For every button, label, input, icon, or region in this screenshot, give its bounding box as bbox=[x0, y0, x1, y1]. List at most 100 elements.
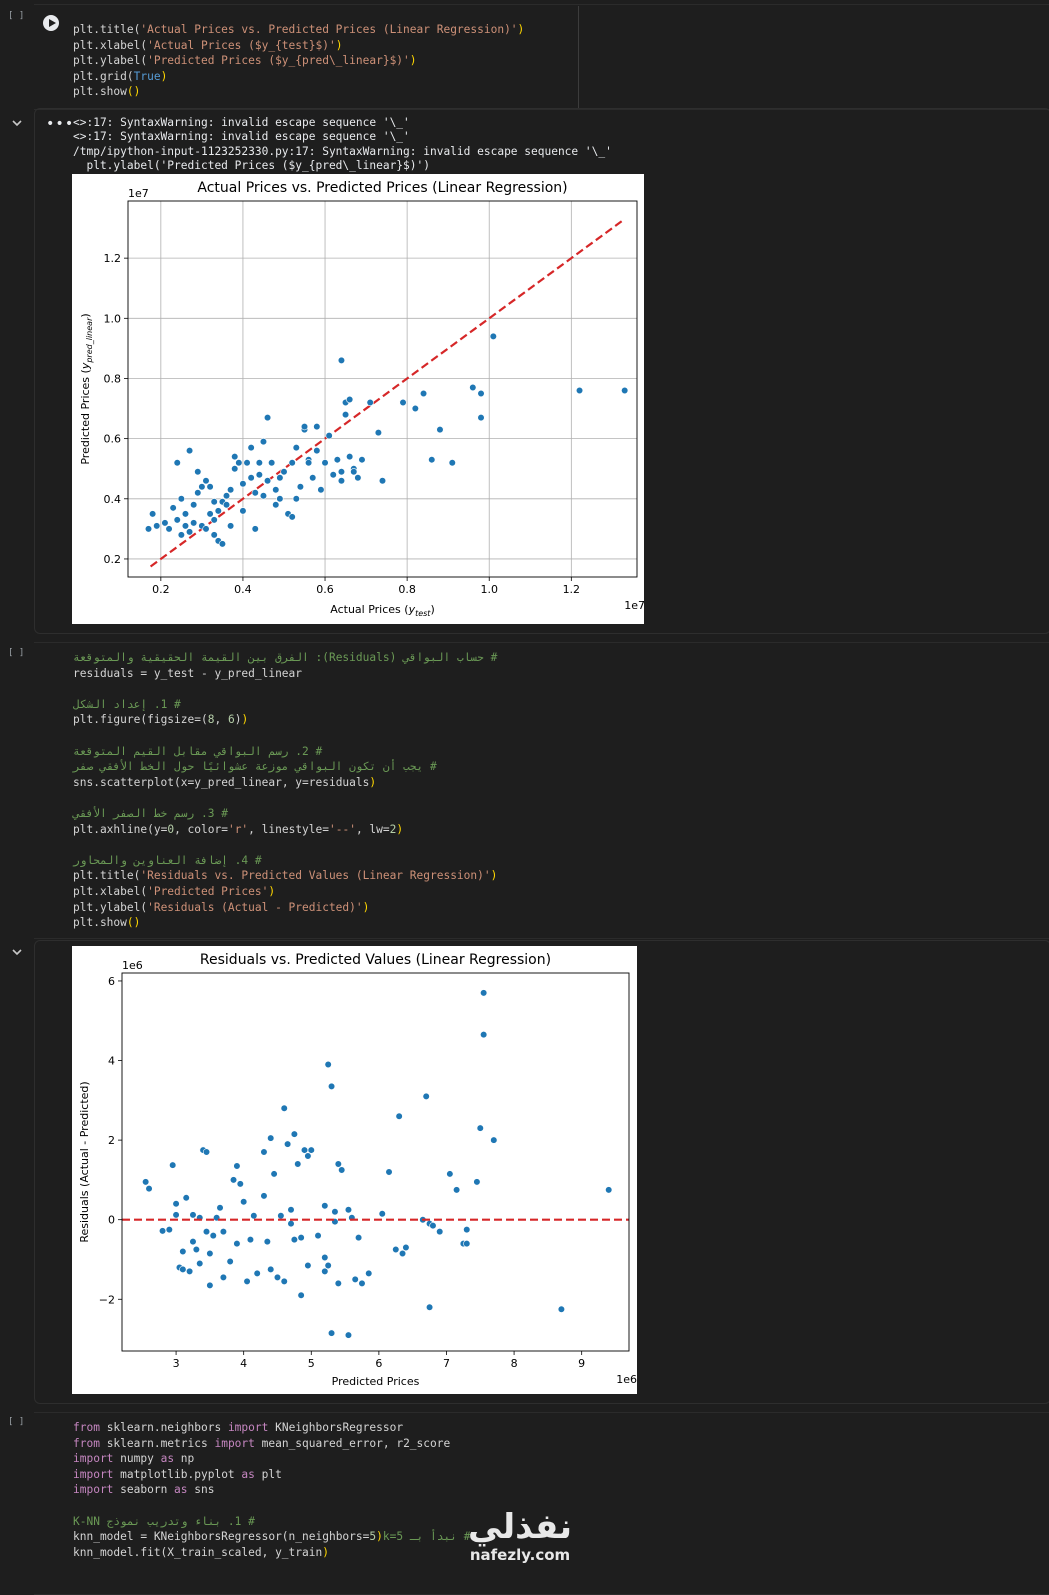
collapse-output-chevron-icon-2[interactable] bbox=[12, 947, 22, 957]
nafezly-logo-arabic: نفذلي bbox=[468, 1507, 572, 1547]
code-cell-2[interactable] bbox=[34, 642, 1049, 939]
code-line: from sklearn.metrics import mean_squared… bbox=[73, 1436, 477, 1452]
data-point bbox=[292, 495, 300, 503]
code-line: plt.title('Residuals vs. Predicted Value… bbox=[73, 868, 497, 884]
code-line bbox=[73, 728, 497, 744]
code-token: plt.ylabel( bbox=[73, 900, 148, 914]
code-token: import bbox=[73, 1483, 114, 1497]
code-token: , lw= bbox=[355, 822, 390, 836]
data-point bbox=[366, 398, 374, 407]
data-point bbox=[333, 456, 341, 464]
data-point bbox=[378, 1210, 386, 1218]
data-point bbox=[172, 1200, 180, 1208]
code-token: 'Actual Prices ($y_{test}$)' bbox=[147, 38, 336, 52]
data-point bbox=[411, 404, 419, 413]
data-point bbox=[231, 453, 239, 461]
code-line: # 2. رسم البواقي مقابل القيم المتوقعة bbox=[73, 744, 497, 760]
code-token: n_neighbors= bbox=[288, 1530, 370, 1544]
code-line: # 1. بناء وتدريب نموذج K-NN bbox=[73, 1514, 477, 1530]
y-tick-label: 0.6 bbox=[104, 433, 122, 446]
data-point bbox=[321, 1253, 329, 1262]
data-point bbox=[185, 1267, 194, 1276]
collapse-output-chevron-icon[interactable] bbox=[12, 118, 22, 128]
data-point bbox=[194, 468, 202, 476]
output-line: <>:17: SyntaxWarning: invalid escape seq… bbox=[73, 116, 410, 129]
code-line: sns.scatterplot(x=y_pred_linear, y=resid… bbox=[73, 775, 497, 791]
data-point bbox=[428, 456, 436, 464]
nafezly-logo-url: nafezly.com bbox=[470, 1546, 570, 1564]
code-token: # يجب أن تكون البواقي موزعة عشوائيًا حول… bbox=[73, 760, 437, 774]
code-line: plt.figure(figsize=(8, 6)) bbox=[73, 712, 497, 728]
code-line bbox=[73, 681, 497, 697]
code-line: import numpy as np bbox=[73, 1451, 477, 1467]
data-point bbox=[341, 410, 350, 419]
x-tick-label: 1.2 bbox=[563, 583, 581, 596]
data-point bbox=[297, 1291, 305, 1299]
code-editor-2[interactable]: # حساب البواقي (Residuals): الفرق بين ال… bbox=[73, 650, 497, 931]
chart-actual-vs-predicted: Actual Prices vs. Predicted Prices (Line… bbox=[72, 174, 645, 624]
data-point bbox=[226, 1257, 234, 1266]
data-point bbox=[453, 1186, 461, 1194]
data-point bbox=[227, 486, 235, 494]
data-point bbox=[165, 1226, 173, 1234]
code-line bbox=[73, 1498, 477, 1514]
code-token: () bbox=[126, 916, 141, 930]
data-point bbox=[192, 1245, 200, 1254]
data-point bbox=[247, 474, 255, 482]
code-token: figsize=( bbox=[147, 713, 208, 727]
data-point bbox=[436, 426, 444, 434]
cell-3-execution-count: [ ] bbox=[8, 1417, 25, 1427]
output-more-actions-icon[interactable]: ••• bbox=[46, 116, 75, 132]
data-point bbox=[605, 1186, 613, 1194]
data-point bbox=[233, 1239, 241, 1248]
data-point bbox=[398, 1249, 407, 1258]
code-token: seaborn bbox=[113, 1483, 175, 1497]
code-token: ) bbox=[517, 23, 525, 36]
chart-2-svg: Residuals vs. Predicted Values (Linear R… bbox=[78, 952, 637, 1388]
data-point bbox=[181, 522, 190, 530]
data-point bbox=[255, 459, 263, 467]
data-point bbox=[297, 1234, 305, 1242]
data-point bbox=[247, 444, 255, 452]
data-point bbox=[206, 1249, 214, 1258]
code-token: KNeighborsRegressor bbox=[268, 1421, 404, 1434]
data-point bbox=[185, 447, 194, 455]
run-cell-button[interactable] bbox=[43, 15, 59, 31]
data-point bbox=[251, 525, 259, 533]
code-line: # 1. إعداد الشكل bbox=[73, 697, 497, 713]
data-point bbox=[165, 525, 173, 533]
code-token: # 1. بناء وتدريب نموذج K-NN bbox=[73, 1514, 255, 1528]
data-point bbox=[365, 1269, 373, 1278]
data-point bbox=[233, 1162, 241, 1170]
data-point bbox=[575, 386, 584, 395]
data-point bbox=[327, 1082, 336, 1090]
code-token: () bbox=[126, 85, 141, 99]
code-token: ) bbox=[322, 1545, 329, 1559]
code-token: ) bbox=[362, 900, 370, 914]
x-tick-label: 0.6 bbox=[316, 583, 334, 596]
code-token: ) bbox=[376, 1530, 383, 1544]
x-tick-label: 0.2 bbox=[152, 583, 170, 596]
x-tick-label: 8 bbox=[511, 1357, 518, 1370]
code-line: plt.show() bbox=[73, 915, 497, 931]
data-point bbox=[399, 398, 407, 407]
data-point bbox=[355, 1234, 363, 1242]
code-line: import matplotlib.pyplot as plt bbox=[73, 1467, 477, 1483]
data-point bbox=[321, 1202, 329, 1210]
code-editor-1[interactable]: plt.title('Actual Prices vs. Predicted P… bbox=[73, 22, 524, 100]
data-point bbox=[395, 1112, 403, 1120]
data-point bbox=[189, 1237, 197, 1246]
x-tick-label: 0.8 bbox=[398, 583, 416, 596]
data-point bbox=[288, 513, 296, 521]
data-point bbox=[270, 1170, 278, 1178]
code-token: residuals = y_test - y_pred_linear bbox=[73, 666, 303, 680]
code-cell-1[interactable] bbox=[34, 4, 1049, 110]
data-point bbox=[210, 498, 218, 506]
code-editor-3[interactable]: from sklearn.neighbors import KNeighbors… bbox=[73, 1420, 477, 1560]
code-token: sns bbox=[187, 1483, 215, 1497]
code-token: 'Predicted Prices' bbox=[147, 884, 269, 898]
x-tick-label: 3 bbox=[173, 1357, 180, 1370]
code-token: X_train_scaled, y_train bbox=[167, 1545, 323, 1559]
x-axis-label-sub: test bbox=[415, 609, 431, 618]
code-token: # 1. إعداد الشكل bbox=[73, 697, 181, 711]
